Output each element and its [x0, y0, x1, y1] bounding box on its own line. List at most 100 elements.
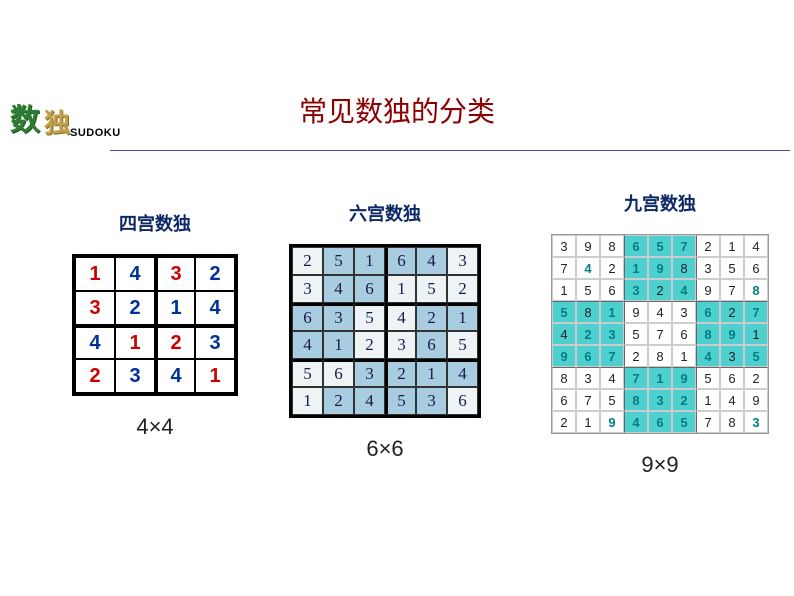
cell-9x9: 5 [672, 411, 696, 433]
cell-9x9: 5 [552, 301, 576, 323]
cell-9x9: 8 [720, 411, 744, 433]
subtitle-4x4: 四宫数独 [55, 210, 255, 236]
cell-9x9: 2 [720, 301, 744, 323]
cell-4x4: 1 [155, 291, 195, 325]
cell-9x9: 4 [672, 279, 696, 301]
cell-9x9: 9 [744, 389, 768, 411]
cell-6x6: 2 [354, 331, 385, 359]
cell-9x9: 1 [744, 323, 768, 345]
cell-9x9: 9 [696, 279, 720, 301]
cell-4x4: 3 [195, 325, 235, 359]
cell-9x9: 1 [600, 301, 624, 323]
cell-9x9: 3 [624, 279, 648, 301]
cell-9x9: 3 [672, 301, 696, 323]
cell-9x9: 7 [696, 411, 720, 433]
cell-6x6: 5 [292, 359, 323, 387]
cell-9x9: 9 [672, 367, 696, 389]
cell-4x4: 2 [115, 291, 155, 325]
cell-6x6: 3 [416, 387, 447, 415]
cell-9x9: 4 [624, 411, 648, 433]
cell-6x6: 5 [323, 247, 354, 275]
cell-9x9: 4 [648, 301, 672, 323]
cell-9x9: 8 [744, 279, 768, 301]
cell-6x6: 2 [292, 247, 323, 275]
cell-9x9: 4 [552, 323, 576, 345]
cell-4x4: 1 [115, 325, 155, 359]
cell-6x6: 6 [323, 359, 354, 387]
cell-9x9: 1 [624, 257, 648, 279]
cell-9x9: 3 [576, 367, 600, 389]
cell-4x4: 3 [75, 291, 115, 325]
cell-9x9: 3 [648, 389, 672, 411]
cell-6x6: 2 [447, 275, 478, 303]
cell-9x9: 7 [648, 323, 672, 345]
cell-4x4: 2 [195, 257, 235, 291]
cell-6x6: 4 [447, 359, 478, 387]
cell-9x9: 6 [624, 235, 648, 257]
cell-4x4: 2 [155, 325, 195, 359]
cell-6x6: 4 [323, 275, 354, 303]
caption-9x9: 9×9 [535, 452, 785, 478]
subtitle-6x6: 六宫数独 [270, 200, 500, 226]
cell-9x9: 9 [624, 301, 648, 323]
cell-9x9: 1 [696, 389, 720, 411]
cell-4x4: 4 [155, 359, 195, 393]
cell-6x6: 5 [416, 275, 447, 303]
cell-6x6: 4 [292, 331, 323, 359]
cell-9x9: 1 [720, 235, 744, 257]
cell-9x9: 7 [624, 367, 648, 389]
cell-6x6: 6 [354, 275, 385, 303]
cell-4x4: 3 [155, 257, 195, 291]
cell-9x9: 6 [696, 301, 720, 323]
cell-9x9: 8 [552, 367, 576, 389]
cell-9x9: 8 [600, 235, 624, 257]
cell-6x6: 3 [447, 247, 478, 275]
cell-9x9: 7 [552, 257, 576, 279]
cell-6x6: 1 [385, 275, 416, 303]
cell-9x9: 9 [648, 257, 672, 279]
cell-4x4: 4 [75, 325, 115, 359]
cell-9x9: 1 [576, 411, 600, 433]
cell-6x6: 3 [385, 331, 416, 359]
cell-9x9: 2 [624, 345, 648, 367]
cell-9x9: 2 [696, 235, 720, 257]
cell-9x9: 3 [744, 411, 768, 433]
cell-6x6: 1 [416, 359, 447, 387]
cell-9x9: 1 [672, 345, 696, 367]
grid-4x4: 1432321441232341 [72, 254, 238, 396]
cell-9x9: 6 [720, 367, 744, 389]
cell-6x6: 6 [416, 331, 447, 359]
cell-9x9: 4 [576, 257, 600, 279]
page-title: 常见数独的分类 [0, 90, 794, 130]
sudoku-4x4-block: 四宫数独 1432321441232341 4×4 [55, 210, 255, 440]
cell-9x9: 9 [600, 411, 624, 433]
cell-9x9: 6 [576, 345, 600, 367]
cell-4x4: 1 [195, 359, 235, 393]
cell-9x9: 7 [744, 301, 768, 323]
cell-9x9: 6 [648, 411, 672, 433]
cell-9x9: 9 [552, 345, 576, 367]
cell-9x9: 5 [624, 323, 648, 345]
cell-9x9: 8 [576, 301, 600, 323]
cell-6x6: 5 [354, 303, 385, 331]
cell-9x9: 7 [576, 389, 600, 411]
cell-9x9: 8 [672, 257, 696, 279]
cell-9x9: 8 [624, 389, 648, 411]
cell-9x9: 5 [648, 235, 672, 257]
cell-6x6: 3 [354, 359, 385, 387]
cell-6x6: 2 [416, 303, 447, 331]
grid-9x9: 3986572147421983561563249785819436274235… [551, 234, 769, 434]
cell-4x4: 2 [75, 359, 115, 393]
cell-9x9: 3 [552, 235, 576, 257]
cell-6x6: 5 [385, 387, 416, 415]
cell-6x6: 3 [292, 275, 323, 303]
cell-9x9: 1 [648, 367, 672, 389]
cell-9x9: 6 [744, 257, 768, 279]
cell-9x9: 3 [696, 257, 720, 279]
cell-6x6: 3 [323, 303, 354, 331]
cell-9x9: 2 [600, 257, 624, 279]
cell-6x6: 1 [292, 387, 323, 415]
cell-9x9: 6 [552, 389, 576, 411]
divider-line [110, 150, 790, 151]
grid-6x6: 251643346152635421412365563214124536 [289, 244, 481, 418]
